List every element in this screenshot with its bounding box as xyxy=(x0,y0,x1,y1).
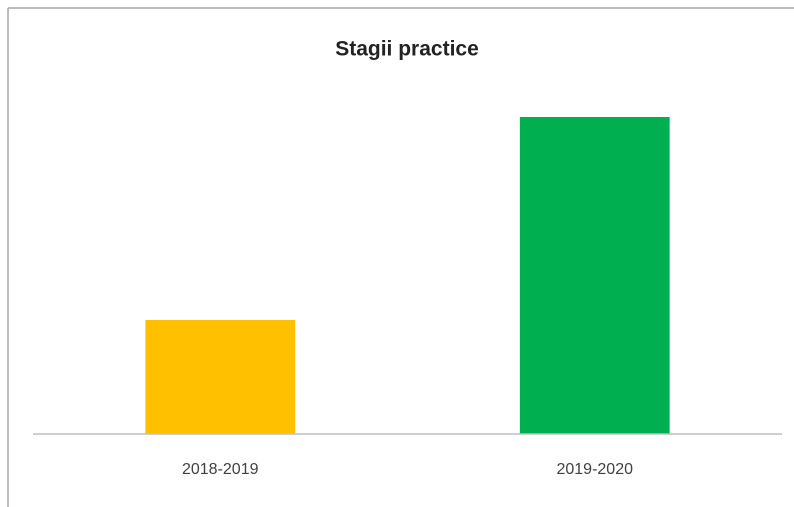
x-tick-label: 2019-2020 xyxy=(556,461,633,478)
bar xyxy=(519,117,670,434)
bar xyxy=(145,320,296,434)
chart-title: Stagii practice xyxy=(335,38,479,61)
x-tick-label: 2018-2019 xyxy=(182,461,259,478)
